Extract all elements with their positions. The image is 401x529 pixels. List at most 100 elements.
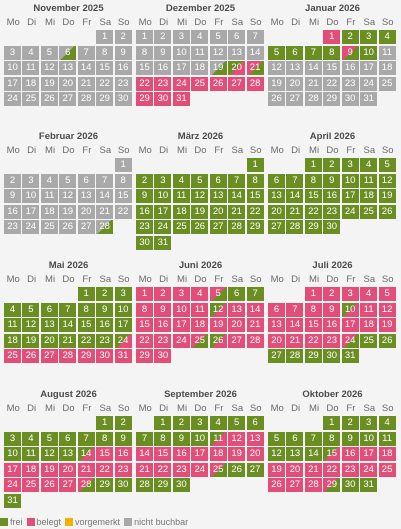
day-cell[interactable]: 24: [4, 478, 21, 492]
day-cell[interactable]: 29: [77, 349, 95, 363]
day-cell[interactable]: 17: [341, 189, 359, 203]
day-cell[interactable]: 15: [323, 447, 341, 461]
day-cell[interactable]: 9: [4, 189, 21, 203]
day-cell[interactable]: 1: [246, 158, 264, 172]
day-cell[interactable]: 30: [114, 92, 132, 106]
day-cell[interactable]: 1: [154, 416, 172, 430]
day-cell[interactable]: 10: [360, 431, 378, 446]
day-cell[interactable]: 12: [22, 318, 40, 332]
day-cell[interactable]: 4: [40, 173, 58, 188]
day-cell[interactable]: 29: [323, 92, 341, 106]
day-cell[interactable]: 14: [304, 447, 322, 461]
day-cell[interactable]: 30: [172, 478, 190, 492]
day-cell[interactable]: 28: [246, 76, 264, 91]
day-cell[interactable]: 3: [341, 287, 359, 301]
day-cell[interactable]: 19: [209, 61, 227, 75]
day-cell[interactable]: 4: [378, 416, 396, 430]
day-cell[interactable]: 4: [22, 45, 40, 60]
day-cell[interactable]: 10: [4, 447, 21, 461]
day-cell[interactable]: 9: [136, 189, 153, 203]
day-cell[interactable]: 16: [341, 447, 359, 461]
day-cell[interactable]: 20: [286, 76, 304, 91]
day-cell[interactable]: 24: [172, 333, 190, 348]
day-cell[interactable]: 27: [286, 478, 304, 492]
day-cell[interactable]: 9: [154, 45, 172, 60]
day-cell[interactable]: 7: [77, 431, 95, 446]
day-cell[interactable]: 22: [246, 204, 264, 219]
day-cell[interactable]: 20: [59, 462, 77, 477]
day-cell[interactable]: 15: [304, 318, 322, 332]
day-cell[interactable]: 24: [172, 76, 190, 91]
day-cell[interactable]: 24: [360, 462, 378, 477]
day-cell[interactable]: 13: [40, 318, 58, 332]
day-cell[interactable]: 11: [378, 45, 396, 60]
day-cell[interactable]: 3: [341, 158, 359, 172]
day-cell[interactable]: 17: [172, 318, 190, 332]
day-cell[interactable]: 22: [304, 333, 322, 348]
day-cell[interactable]: 13: [286, 61, 304, 75]
day-cell[interactable]: 12: [378, 173, 396, 188]
day-cell[interactable]: 3: [22, 173, 40, 188]
day-cell[interactable]: 5: [268, 45, 285, 60]
day-cell[interactable]: 31: [154, 235, 172, 250]
day-cell[interactable]: 22: [114, 204, 132, 219]
day-cell[interactable]: 27: [268, 349, 285, 363]
day-cell[interactable]: 1: [323, 30, 341, 44]
day-cell[interactable]: 10: [191, 431, 209, 446]
day-cell[interactable]: 29: [304, 220, 322, 234]
day-cell[interactable]: 26: [268, 478, 285, 492]
day-cell[interactable]: 18: [360, 189, 378, 203]
day-cell[interactable]: 2: [154, 30, 172, 44]
day-cell[interactable]: 3: [154, 173, 172, 188]
day-cell[interactable]: 23: [323, 204, 341, 219]
day-cell[interactable]: 1: [304, 287, 322, 301]
day-cell[interactable]: 20: [268, 333, 285, 348]
day-cell[interactable]: 29: [136, 349, 153, 363]
day-cell[interactable]: 13: [228, 302, 246, 317]
day-cell[interactable]: 10: [341, 302, 359, 317]
day-cell[interactable]: 25: [191, 76, 209, 91]
day-cell[interactable]: 28: [286, 220, 304, 234]
day-cell[interactable]: 12: [268, 447, 285, 461]
day-cell[interactable]: 26: [40, 478, 58, 492]
day-cell[interactable]: 20: [40, 333, 58, 348]
day-cell[interactable]: 11: [191, 45, 209, 60]
day-cell[interactable]: 3: [191, 416, 209, 430]
day-cell[interactable]: 14: [136, 447, 153, 461]
day-cell[interactable]: 2: [341, 416, 359, 430]
day-cell[interactable]: 16: [154, 61, 172, 75]
day-cell[interactable]: 7: [228, 173, 246, 188]
day-cell[interactable]: 17: [22, 204, 40, 219]
day-cell[interactable]: 26: [191, 220, 209, 234]
day-cell[interactable]: 20: [286, 462, 304, 477]
day-cell[interactable]: 27: [268, 220, 285, 234]
day-cell[interactable]: 13: [77, 189, 95, 203]
day-cell[interactable]: 31: [4, 493, 21, 508]
day-cell[interactable]: 26: [209, 333, 227, 348]
day-cell[interactable]: 27: [246, 462, 264, 477]
day-cell[interactable]: 14: [59, 318, 77, 332]
day-cell[interactable]: 14: [228, 189, 246, 203]
day-cell[interactable]: 5: [209, 30, 227, 44]
day-cell[interactable]: 18: [22, 76, 40, 91]
day-cell[interactable]: 26: [378, 204, 396, 219]
day-cell[interactable]: 10: [341, 173, 359, 188]
day-cell[interactable]: 27: [228, 76, 246, 91]
day-cell[interactable]: 5: [40, 45, 58, 60]
day-cell[interactable]: 2: [172, 416, 190, 430]
day-cell[interactable]: 2: [341, 30, 359, 44]
day-cell[interactable]: 7: [246, 30, 264, 44]
day-cell[interactable]: 13: [268, 318, 285, 332]
day-cell[interactable]: 23: [341, 76, 359, 91]
day-cell[interactable]: 12: [209, 45, 227, 60]
day-cell[interactable]: 30: [114, 478, 132, 492]
day-cell[interactable]: 15: [114, 189, 132, 203]
day-cell[interactable]: 6: [228, 30, 246, 44]
day-cell[interactable]: 31: [360, 478, 378, 492]
day-cell[interactable]: 13: [59, 61, 77, 75]
day-cell[interactable]: 16: [96, 318, 114, 332]
day-cell[interactable]: 3: [172, 30, 190, 44]
day-cell[interactable]: 10: [154, 189, 172, 203]
day-cell[interactable]: 27: [59, 92, 77, 106]
day-cell[interactable]: 24: [191, 462, 209, 477]
